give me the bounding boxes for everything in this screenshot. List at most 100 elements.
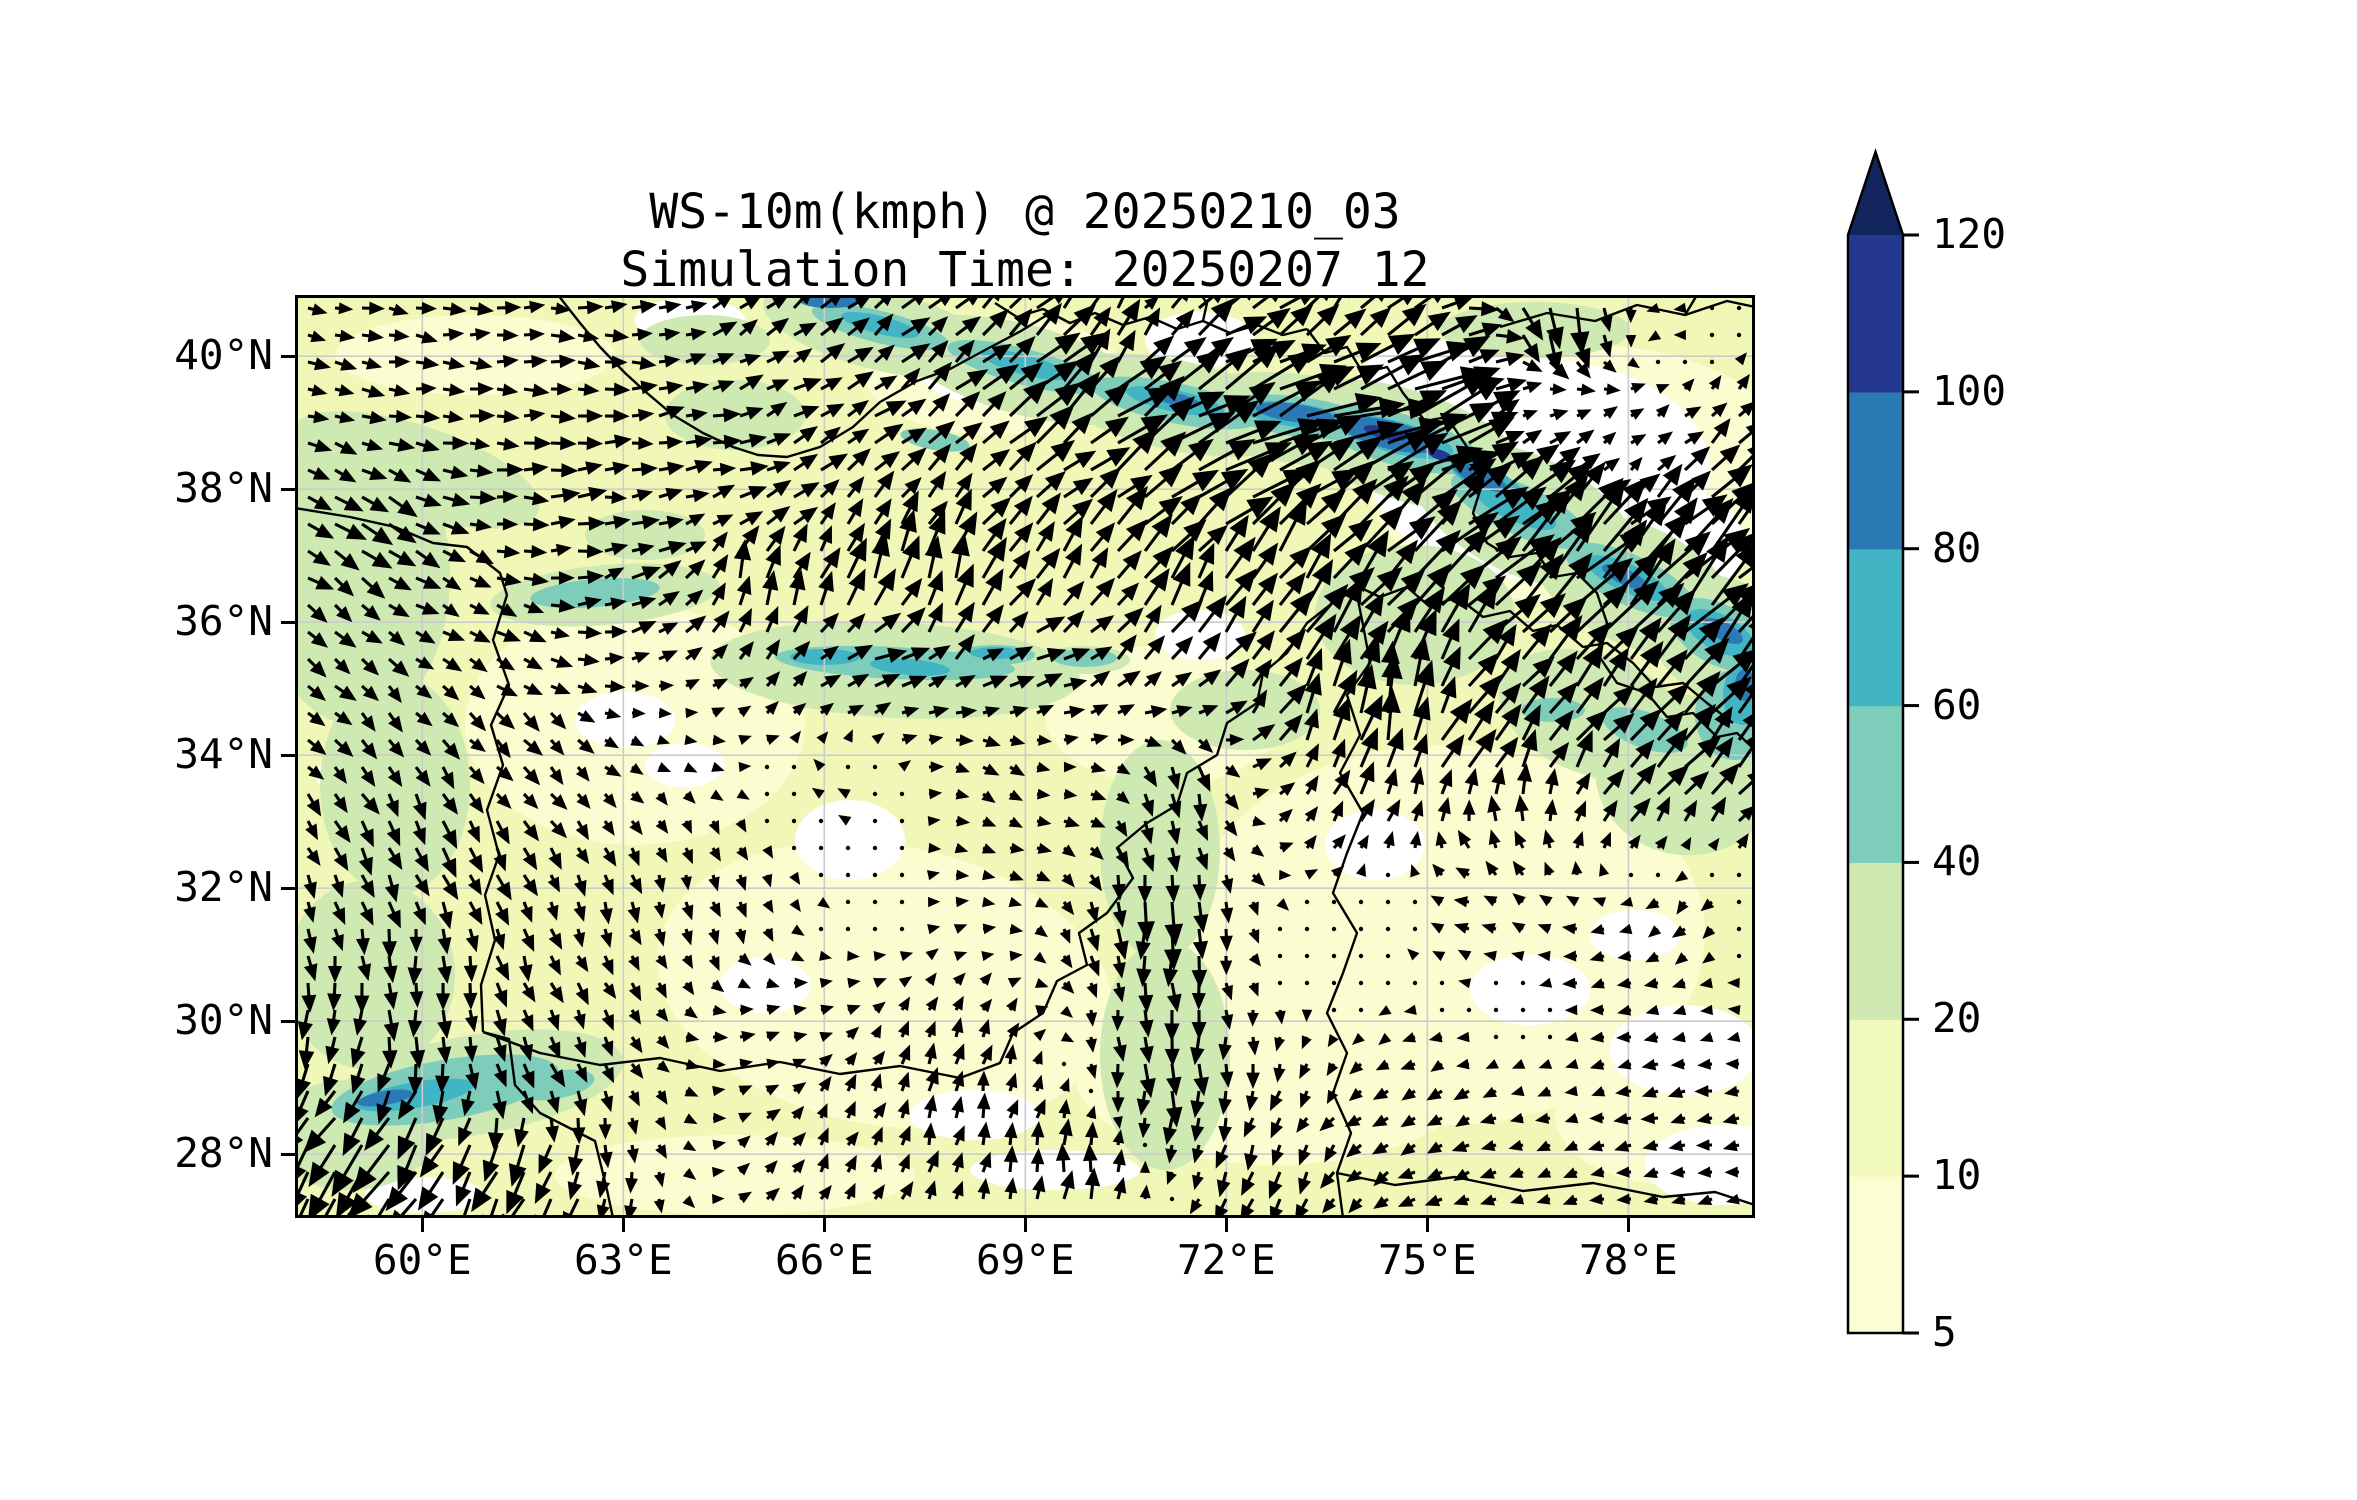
wind-arrow (764, 701, 779, 716)
wind-arrow (1319, 1116, 1336, 1132)
wind-arrow (1495, 329, 1525, 344)
wind-arrow (412, 820, 426, 846)
wind-arrow (1244, 1144, 1258, 1171)
wind-arrow (1589, 951, 1605, 962)
wind-arrow (1657, 454, 1677, 472)
wind-arrow (496, 410, 520, 424)
wind-arrow (1424, 1194, 1443, 1207)
wind-arrow (1602, 737, 1621, 768)
wind-arrow (738, 607, 752, 633)
wind-arrow (847, 346, 874, 364)
wind-arrow (737, 1191, 753, 1204)
wind-arrow (492, 1090, 507, 1120)
wind-arrow (766, 460, 791, 474)
wind-arrow (631, 566, 662, 581)
wind-arrow (1036, 815, 1052, 827)
wind-arrow (901, 427, 927, 445)
wind-arrow (520, 1009, 534, 1032)
wind-arrow (1089, 846, 1104, 861)
wind-arrow (901, 675, 928, 689)
wind-arrow (523, 354, 548, 369)
wind-arrow (550, 682, 571, 695)
wind-arrow (442, 492, 471, 507)
wind-arrow (819, 950, 833, 961)
wind-arrow (658, 680, 675, 692)
wind-arrow (900, 490, 919, 525)
colorbar-tick-label: 10 (1932, 1151, 1982, 1200)
wind-arrow (388, 409, 413, 424)
wind-arrow (1657, 431, 1674, 446)
wind-arrow (1062, 580, 1085, 606)
wind-arrow (927, 420, 956, 445)
wind-arrow (1656, 710, 1685, 742)
wind-arrow (465, 1009, 478, 1033)
wind-arrow (1143, 307, 1161, 336)
wind-arrow (655, 1007, 669, 1022)
wind-arrow (469, 437, 491, 451)
wind-arrow (1589, 1112, 1605, 1124)
wind-arrow (871, 532, 890, 579)
wind-arrow (1400, 1059, 1416, 1071)
wind-arrow (1468, 349, 1500, 364)
wind-arrow (1166, 1170, 1177, 1185)
wind-arrow (1373, 1170, 1390, 1187)
wind-arrow (1508, 1139, 1524, 1151)
wind-arrow (549, 738, 565, 756)
wind-arrow (575, 820, 589, 841)
calm-wind-dot (1736, 899, 1742, 905)
wind-arrow (928, 675, 948, 689)
wind-arrow (792, 640, 811, 661)
wind-arrow (924, 535, 943, 579)
wind-arrow (468, 793, 484, 814)
wind-arrow (333, 847, 349, 872)
wind-arrow (924, 1180, 937, 1200)
wind-arrow (976, 1070, 990, 1092)
wind-arrow (523, 601, 545, 614)
wind-arrow (1036, 788, 1051, 800)
wind-arrow (900, 477, 922, 499)
wind-arrow (680, 874, 692, 891)
plot-title: WS-10m(kmph) @ 20250210_03 Simulation Ti… (0, 183, 2050, 299)
wind-arrow (1440, 618, 1460, 660)
wind-arrow (979, 998, 993, 1013)
wind-arrow (1219, 955, 1233, 976)
calm-wind-dot (1277, 926, 1283, 932)
wind-arrow (1453, 1087, 1470, 1101)
wind-arrow (601, 1009, 614, 1031)
wind-arrow (1655, 404, 1670, 419)
calm-wind-dot (1169, 1196, 1175, 1202)
wind-arrow (1113, 928, 1129, 961)
wind-speed-contour-patch (640, 315, 770, 365)
wind-arrow (1089, 467, 1122, 499)
y-tick-mark (281, 487, 295, 491)
wind-arrow (712, 353, 735, 366)
wind-arrow (1630, 434, 1647, 447)
calm-wind-dot (1439, 980, 1445, 986)
wind-arrow (1135, 928, 1151, 961)
wind-arrow (415, 409, 441, 424)
wind-arrow (736, 575, 752, 606)
wind-arrow (1274, 1009, 1286, 1025)
wind-arrow (1218, 1036, 1232, 1061)
wind-arrow (550, 626, 571, 640)
wind-arrow (1467, 652, 1500, 688)
wind-arrow (1647, 925, 1662, 938)
wind-arrow (1699, 1032, 1714, 1043)
wind-arrow (1061, 873, 1075, 888)
wind-arrow (387, 685, 402, 704)
colorbar-over-arrow (1848, 152, 1903, 235)
wind-arrow (1627, 357, 1640, 369)
wind-arrow (1009, 734, 1026, 747)
wind-arrow (1616, 977, 1632, 989)
wind-speed-contour-patch (970, 1150, 1140, 1190)
wind-arrow (1576, 429, 1595, 445)
wind-arrow (789, 730, 802, 744)
wind-arrow (1332, 834, 1346, 850)
wind-arrow (495, 739, 511, 759)
wind-arrow (550, 487, 581, 503)
wind-arrow (1549, 408, 1569, 421)
wind-arrow (432, 1090, 449, 1126)
wind-arrow (442, 657, 463, 672)
wind-arrow (712, 380, 735, 393)
wind-arrow (1380, 687, 1401, 741)
